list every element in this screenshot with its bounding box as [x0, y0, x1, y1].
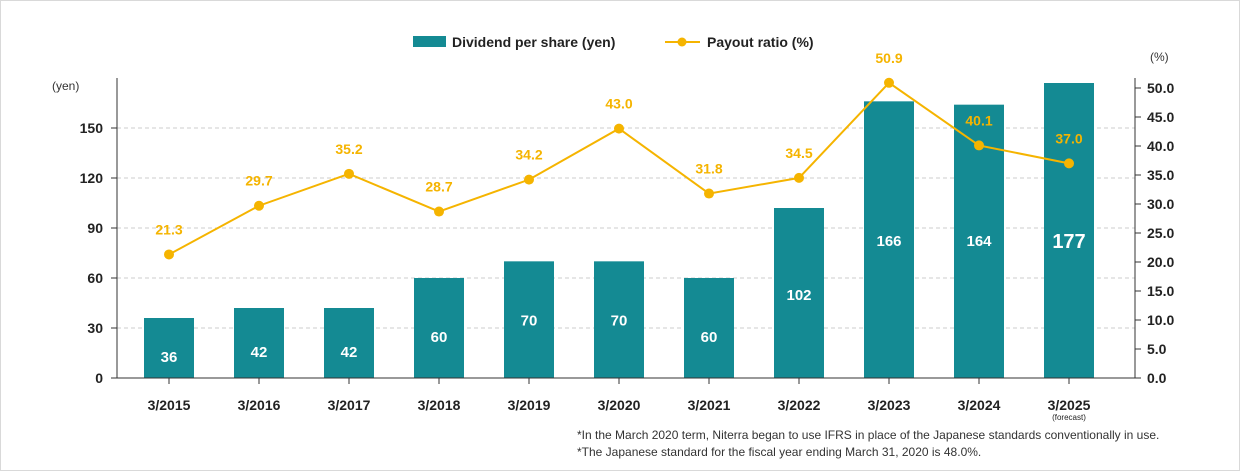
x-axis-label: 3/2020 — [598, 397, 641, 413]
payout-ratio-label: 50.9 — [875, 50, 902, 66]
x-axis-sublabel: (forecast) — [1052, 413, 1086, 422]
x-axis-label: 3/2016 — [238, 397, 281, 413]
payout-ratio-label: 34.2 — [515, 147, 542, 163]
x-axis-label: 3/2015 — [148, 397, 191, 413]
x-axis-label: 3/2017 — [328, 397, 371, 413]
right-axis-tick-label: 50.0 — [1147, 80, 1174, 96]
dividend-bar-label: 70 — [521, 312, 538, 329]
right-axis-tick-label: 35.0 — [1147, 167, 1174, 183]
payout-ratio-point — [974, 140, 984, 151]
x-axis-label: 3/2021 — [688, 397, 731, 413]
dividend-bar-label: 60 — [431, 329, 448, 346]
dividend-bar — [864, 101, 914, 378]
dividend-bar-label: 164 — [966, 233, 992, 250]
right-axis-tick-label: 15.0 — [1147, 283, 1174, 299]
dividend-bar — [1044, 83, 1094, 378]
right-axis-tick-label: 25.0 — [1147, 225, 1174, 241]
legend-label-payout: Payout ratio (%) — [707, 34, 814, 50]
payout-ratio-label: 29.7 — [245, 173, 272, 189]
left-axis-unit: (yen) — [52, 79, 79, 93]
x-axis-label: 3/2023 — [868, 397, 911, 413]
dividend-bar — [234, 308, 284, 378]
dividend-bar — [144, 318, 194, 378]
payout-ratio-point — [1064, 158, 1074, 169]
payout-ratio-label: 21.3 — [155, 221, 182, 237]
footnote-japanese-standard: *The Japanese standard for the fiscal ye… — [577, 445, 982, 459]
payout-ratio-label: 35.2 — [335, 141, 362, 157]
dividend-bar-label: 166 — [876, 233, 901, 250]
payout-ratio-point — [434, 206, 444, 217]
legend-label-dividend: Dividend per share (yen) — [452, 34, 615, 50]
x-axis-label: 3/2024 — [958, 397, 1001, 413]
dividend-bar-label: 60 — [701, 329, 718, 346]
payout-ratio-point — [524, 174, 534, 185]
payout-ratio-label: 40.1 — [965, 112, 992, 128]
x-axis-label: 3/2025 — [1048, 397, 1091, 413]
left-axis-tick-label: 120 — [80, 170, 104, 186]
payout-ratio-label: 43.0 — [605, 96, 632, 112]
right-axis-tick-label: 20.0 — [1147, 254, 1174, 270]
right-axis-tick-label: 10.0 — [1147, 312, 1174, 328]
right-axis-tick-label: 30.0 — [1147, 196, 1174, 212]
left-axis-tick-label: 30 — [87, 320, 103, 336]
right-axis-tick-label: 40.0 — [1147, 138, 1174, 154]
payout-ratio-point — [344, 168, 354, 179]
dividend-bar-label: 42 — [341, 344, 358, 361]
dividend-bar — [774, 208, 824, 378]
left-axis-tick-label: 60 — [87, 270, 103, 286]
dividend-bar-label: 102 — [786, 287, 811, 304]
payout-ratio-label: 28.7 — [425, 179, 452, 195]
payout-ratio-label: 37.0 — [1055, 130, 1082, 146]
dividend-bar — [594, 261, 644, 378]
payout-ratio-point — [884, 77, 894, 88]
left-axis-tick-label: 150 — [80, 120, 104, 136]
x-axis-label: 3/2018 — [418, 397, 461, 413]
payout-ratio-point — [164, 249, 174, 260]
left-axis-tick-label: 90 — [87, 220, 103, 236]
x-axis-label: 3/2019 — [508, 397, 551, 413]
dividend-bar-label: 177 — [1052, 231, 1085, 253]
dividend-bar — [684, 278, 734, 378]
right-axis-tick-label: 0.0 — [1147, 370, 1167, 386]
dividend-bar — [324, 308, 374, 378]
right-axis-tick-label: 45.0 — [1147, 109, 1174, 125]
right-axis-unit: (%) — [1150, 50, 1169, 64]
dividend-bar-label: 70 — [611, 312, 628, 329]
dividend-bar-label: 36 — [161, 349, 178, 366]
x-axis-label: 3/2022 — [778, 397, 821, 413]
dividend-bar-label: 42 — [251, 344, 268, 361]
right-axis-tick-label: 5.0 — [1147, 341, 1167, 357]
payout-ratio-point — [794, 172, 804, 183]
left-axis-tick-label: 0 — [95, 370, 103, 386]
footnote-ifrs: *In the March 2020 term, Niterra began t… — [577, 428, 1160, 442]
payout-ratio-label: 34.5 — [785, 145, 812, 161]
legend-swatch-dividend — [413, 36, 446, 47]
dividend-bar — [414, 278, 464, 378]
dividend-bar — [504, 261, 554, 378]
payout-ratio-point — [704, 188, 714, 199]
legend-swatch-payout-point — [677, 37, 687, 47]
payout-ratio-point — [614, 123, 624, 134]
payout-ratio-point — [254, 200, 264, 211]
payout-ratio-label: 31.8 — [695, 161, 722, 177]
